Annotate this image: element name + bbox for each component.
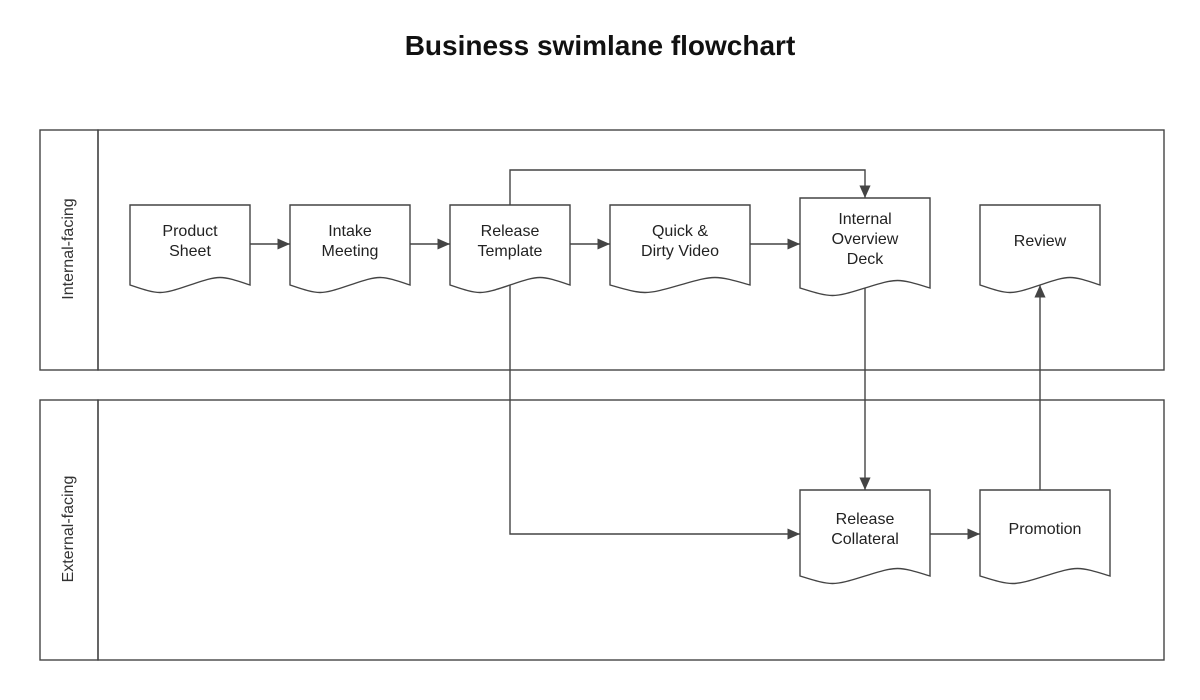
node-label-quick-dirty-video: Quick &Dirty Video bbox=[610, 205, 750, 279]
swimlane-flowchart bbox=[0, 0, 1200, 700]
node-label-overview-deck: InternalOverviewDeck bbox=[800, 198, 930, 282]
node-label-review: Review bbox=[980, 205, 1100, 279]
node-label-release-template: ReleaseTemplate bbox=[450, 205, 570, 279]
lane-label-external: External-facing bbox=[60, 399, 78, 659]
node-label-release-collateral: ReleaseCollateral bbox=[800, 490, 930, 570]
node-label-promotion: Promotion bbox=[980, 490, 1110, 570]
lane-label-internal: Internal-facing bbox=[60, 129, 78, 369]
node-label-intake-meeting: IntakeMeeting bbox=[290, 205, 410, 279]
edge-e7 bbox=[510, 285, 800, 534]
node-label-product-sheet: ProductSheet bbox=[130, 205, 250, 279]
